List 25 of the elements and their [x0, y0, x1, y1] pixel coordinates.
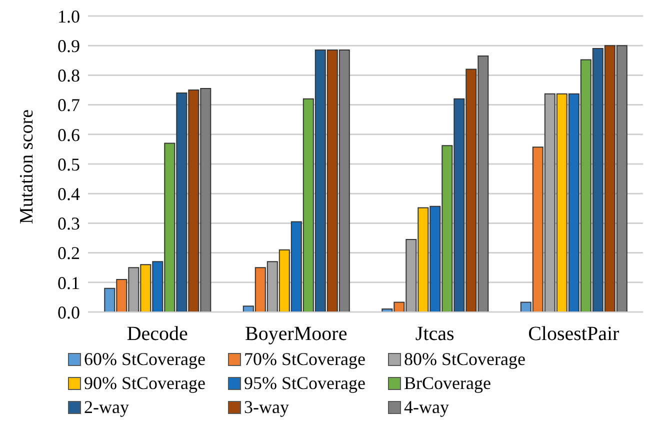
- legend-label: 95% StCoverage: [244, 372, 366, 394]
- y-tick-label: 0.9: [58, 36, 80, 56]
- x-tick-label: ClosestPair: [528, 323, 620, 346]
- y-tick-label: 0.8: [58, 66, 80, 86]
- y-tick-label: 0.6: [58, 124, 80, 145]
- legend-label: 3-way: [244, 396, 289, 418]
- y-tick-label: 0.2: [58, 243, 80, 264]
- y-tick-label: 0.1: [58, 272, 80, 293]
- legend-label: 4-way: [404, 396, 449, 418]
- y-tick-label: 0.4: [58, 184, 80, 204]
- legend-label: 80% StCoverage: [404, 348, 526, 370]
- y-tick-label: 0.0: [58, 302, 80, 322]
- y-tick-label: 0.7: [58, 95, 80, 116]
- x-tick-label: Decode: [126, 323, 188, 346]
- legend-label: 60% StCoverage: [84, 348, 206, 370]
- y-axis-title: Mutation score: [16, 109, 38, 224]
- x-tick-label: BoyerMoore: [245, 323, 348, 346]
- legend-label: 90% StCoverage: [84, 372, 206, 394]
- legend-label: BrCoverage: [404, 372, 491, 394]
- y-tick-label: 1.0: [58, 6, 80, 26]
- y-tick-label: 0.5: [58, 154, 80, 174]
- legend-label: 70% StCoverage: [244, 348, 366, 370]
- y-tick-label: 0.3: [58, 214, 80, 234]
- legend-label: 2-way: [84, 396, 129, 418]
- x-tick-label: Jtcas: [415, 323, 455, 346]
